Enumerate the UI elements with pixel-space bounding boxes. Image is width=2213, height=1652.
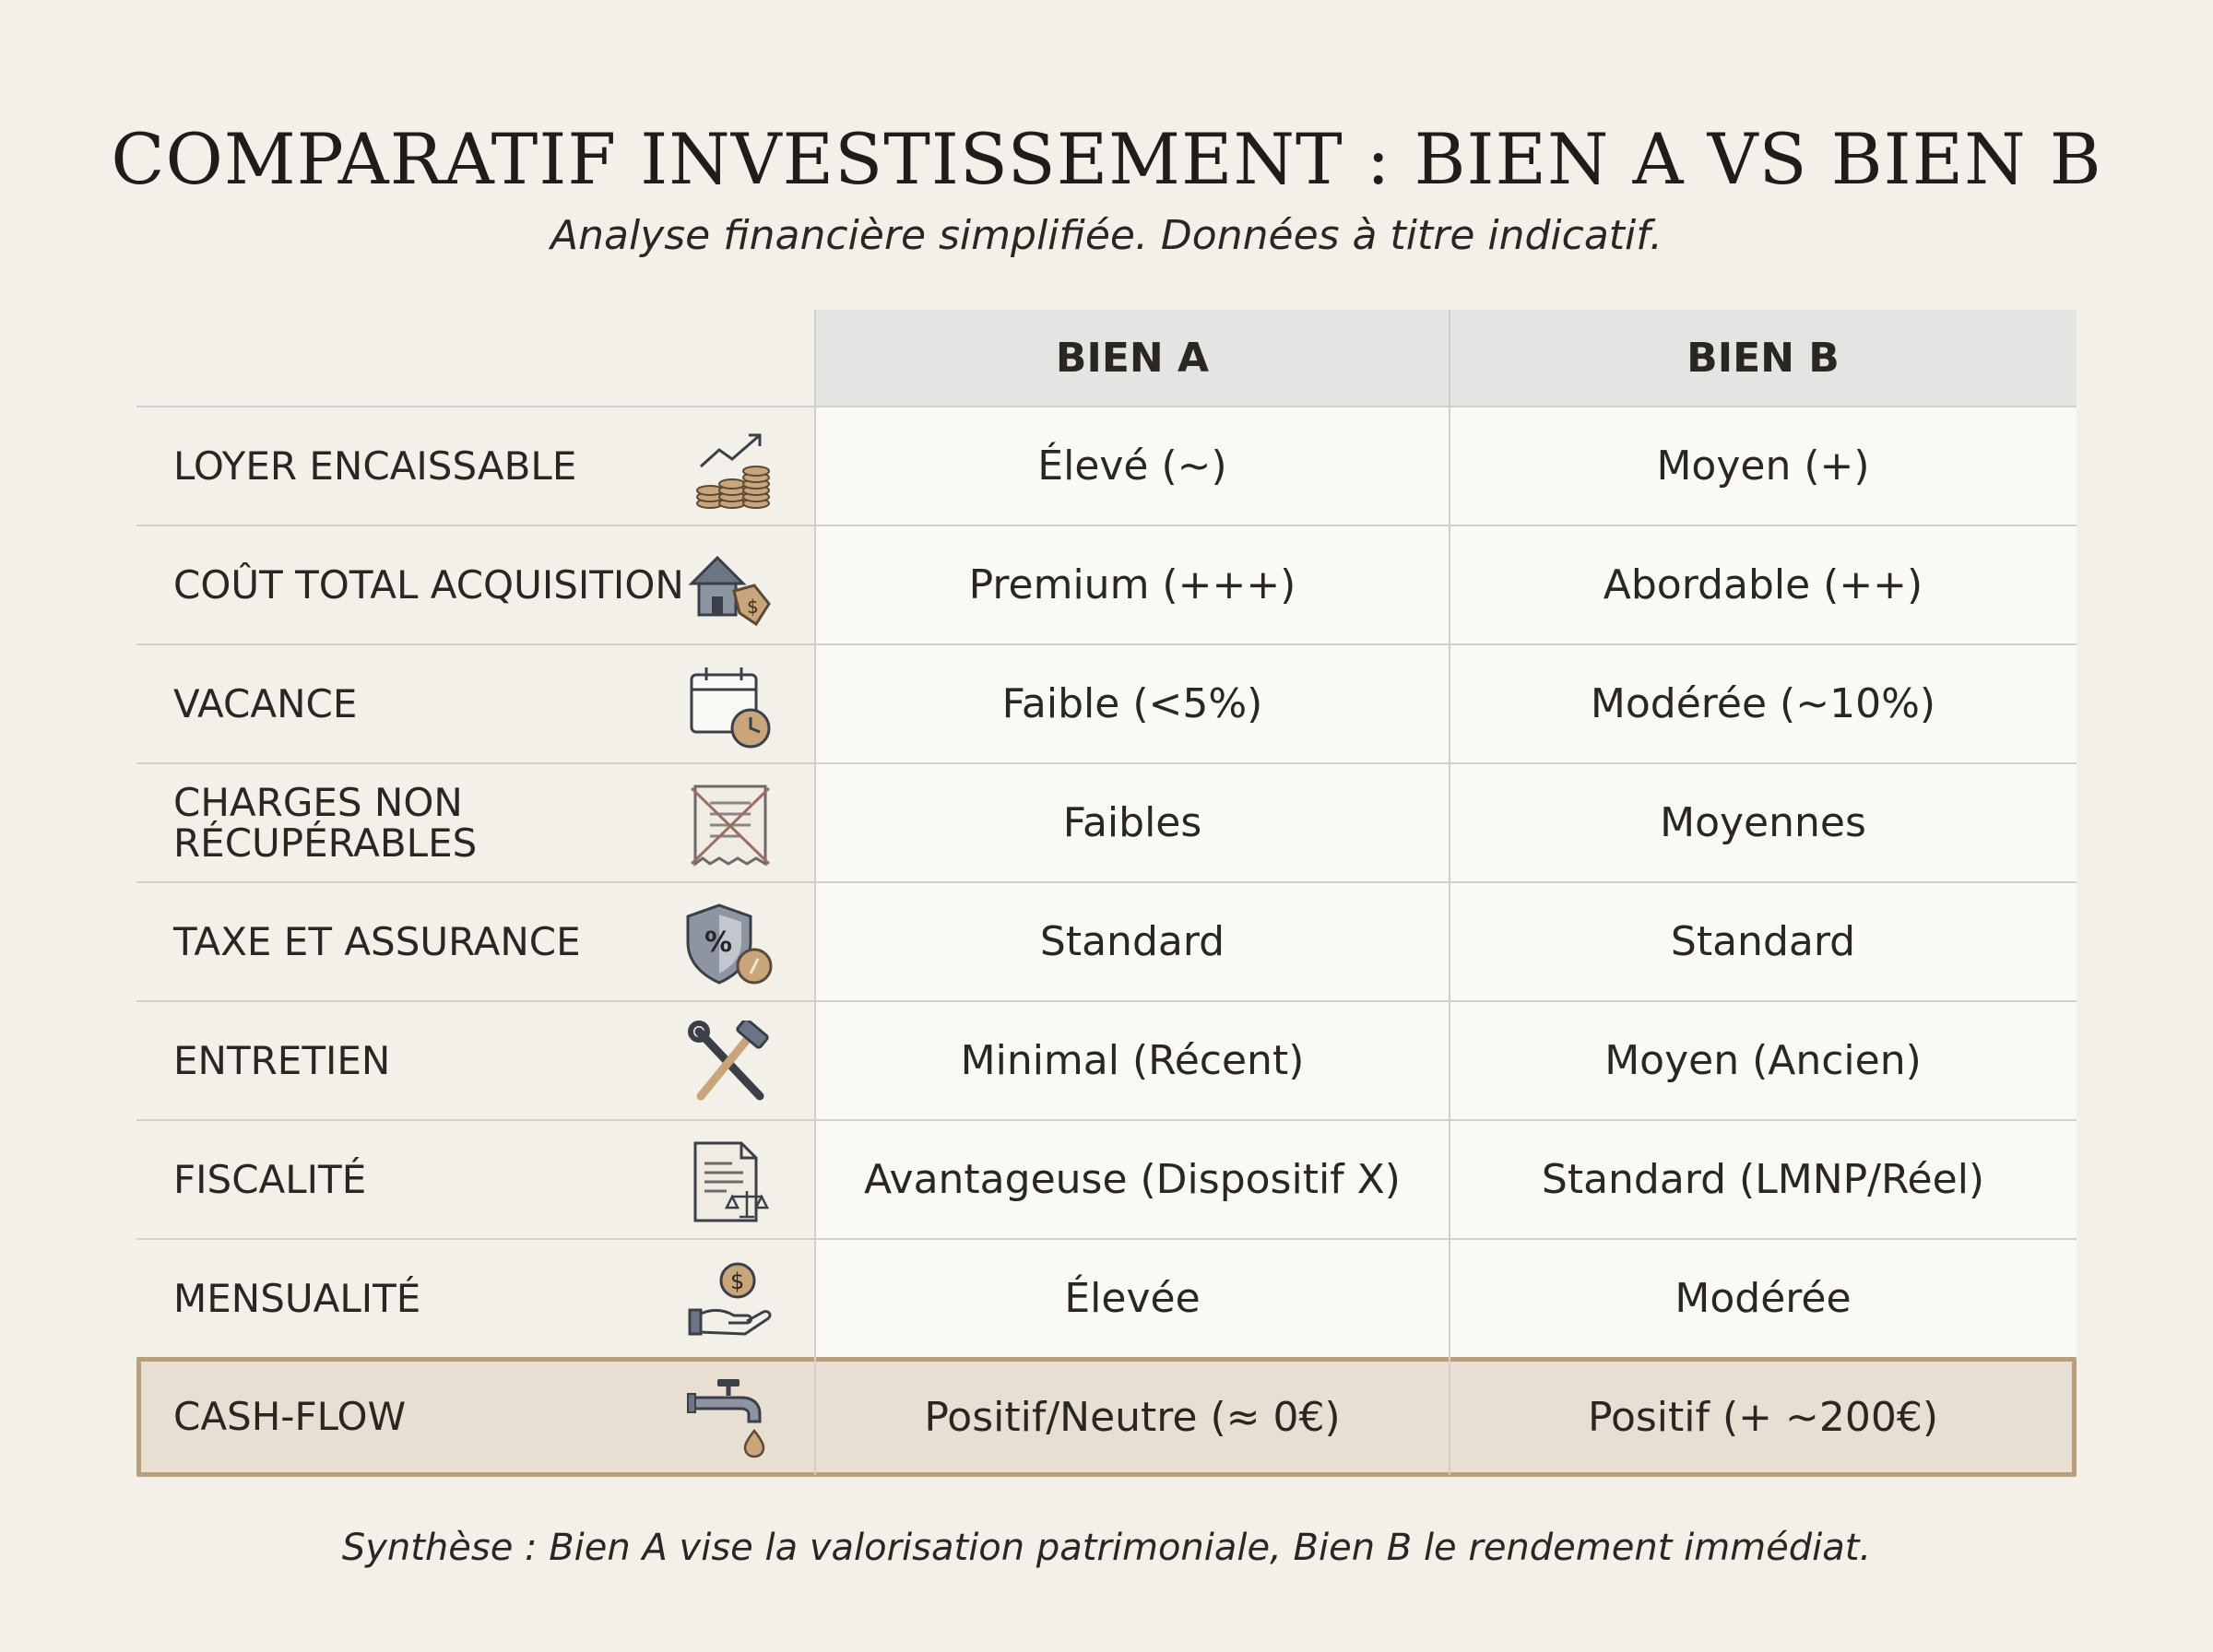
- row-label: CHARGES NON RÉCUPÉRABLES: [173, 779, 478, 866]
- table-row: VACANCE Faible (<5%) Modérée (~10%): [136, 643, 2077, 762]
- cell-bien-b: Standard: [1670, 918, 1856, 965]
- cell-bien-b: Positif (+ ~200€): [1587, 1393, 1938, 1441]
- table-row: FISCALITÉ Avantageuse (Dispositif X) Sta…: [136, 1119, 2077, 1238]
- tools-icon: [688, 1021, 769, 1101]
- svg-text:%: %: [704, 926, 732, 959]
- row-label: ENTRETIEN: [173, 1037, 391, 1083]
- row-label: MENSUALITÉ: [173, 1275, 421, 1321]
- row-label: LOYER ENCAISSABLE: [173, 442, 577, 489]
- summary-note: Synthèse : Bien A vise la valorisation p…: [341, 1527, 1872, 1569]
- cell-bien-a: Minimal (Récent): [960, 1037, 1305, 1084]
- hand-coin-icon: $: [688, 1262, 772, 1336]
- calendar-clock-icon: [690, 667, 771, 749]
- cell-bien-a: Élevée: [1064, 1275, 1201, 1322]
- row-label: CASH-FLOW: [173, 1394, 407, 1439]
- column-header-bien-b: BIEN B: [1450, 310, 2077, 406]
- crossed-receipt-icon: [690, 785, 771, 867]
- table-row: LOYER ENCAISSABLE Élevé (~) Moyen (+): [136, 406, 2077, 525]
- svg-text:$: $: [747, 596, 759, 618]
- cell-bien-a: Faibles: [1062, 799, 1202, 846]
- cell-bien-b: Modérée (~10%): [1590, 680, 1936, 727]
- cell-bien-a: Faible (<5%): [1001, 680, 1263, 727]
- row-label: FISCALITÉ: [173, 1156, 367, 1202]
- row-label: TAXE ET ASSURANCE: [173, 918, 581, 964]
- comparison-table: BIEN A BIEN B LOYER ENCAISSABLE Élevé (~…: [136, 310, 2077, 1477]
- cell-bien-b: Moyen (+): [1656, 442, 1870, 490]
- column-header-bien-a: BIEN A: [815, 310, 1450, 406]
- table-row: CHARGES NON RÉCUPÉRABLES Faibles Moyenne…: [136, 762, 2077, 881]
- row-label: COÛT TOTAL ACQUISITION: [173, 561, 684, 608]
- page-title: COMPARATIF INVESTISSEMENT : BIEN A VS BI…: [111, 118, 2102, 200]
- cell-bien-a: Positif/Neutre (≈ 0€): [924, 1393, 1341, 1441]
- svg-text:$: $: [730, 1268, 744, 1294]
- cell-bien-a: Élevé (~): [1037, 442, 1227, 490]
- cell-bien-b: Modérée: [1675, 1275, 1852, 1322]
- table-row-highlighted: CASH-FLOW Positif/Neutre (≈ 0€) Positif …: [136, 1357, 2077, 1477]
- cell-bien-a: Avantageuse (Dispositif X): [864, 1156, 1401, 1203]
- table-row: ENTRETIEN Minimal (Récent) Moyen (Ancien…: [136, 1000, 2077, 1119]
- coins-growth-icon: [696, 433, 770, 509]
- cell-bien-b: Moyen (Ancien): [1604, 1037, 1922, 1084]
- values-background: [815, 310, 2077, 1475]
- table-row: MENSUALITÉ $ Élevée Modérée: [136, 1238, 2077, 1357]
- cell-bien-b: Moyennes: [1660, 799, 1866, 846]
- column-divider: [1449, 310, 1450, 1475]
- table-row: TAXE ET ASSURANCE % Standard Standard: [136, 881, 2077, 1000]
- table-row: COÛT TOTAL ACQUISITION $ Premium (+++) A…: [136, 525, 2077, 643]
- cell-bien-a: Standard: [1039, 918, 1225, 965]
- cell-bien-b: Standard (LMNP/Réel): [1541, 1156, 1985, 1203]
- column-divider: [814, 310, 816, 1475]
- document-scales-icon: [693, 1141, 770, 1222]
- page-subtitle: Analyse financière simplifiée. Données à…: [550, 212, 1663, 259]
- shield-percent-icon: %: [686, 903, 773, 985]
- row-label: VACANCE: [173, 680, 358, 726]
- faucet-drop-icon: [687, 1379, 765, 1458]
- cell-bien-b: Abordable (++): [1603, 561, 1923, 608]
- house-price-tag-icon: $: [688, 555, 771, 627]
- cell-bien-a: Premium (+++): [968, 561, 1296, 608]
